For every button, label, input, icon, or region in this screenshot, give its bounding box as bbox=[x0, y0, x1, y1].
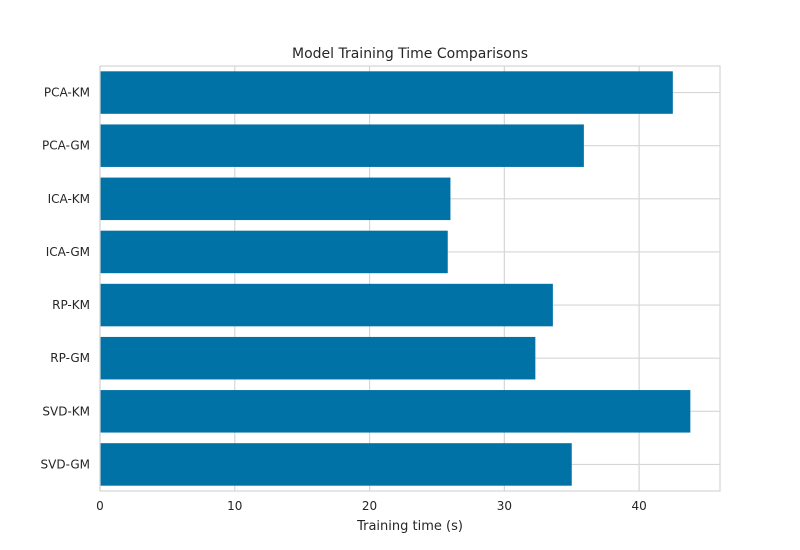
y-tick-label: RP-GM bbox=[50, 351, 90, 365]
bar-rp-km bbox=[100, 283, 553, 327]
bar-ica-km bbox=[100, 177, 451, 221]
bars bbox=[100, 71, 691, 486]
x-tick-label: 0 bbox=[96, 499, 104, 513]
y-tick-label: PCA-GM bbox=[42, 139, 90, 153]
bar-svd-km bbox=[100, 390, 691, 433]
plot-frame bbox=[99, 65, 721, 492]
bar-svd-gm bbox=[100, 443, 572, 486]
x-tick-labels: 0 10 20 30 40 bbox=[96, 499, 647, 513]
chart-title: Model Training Time Comparisons bbox=[292, 46, 528, 62]
y-tick-label: PCA-KM bbox=[44, 86, 90, 100]
y-tick-labels: PCA-KM PCA-GM ICA-KM ICA-GM RP-KM RP-GM SVD-KM… bbox=[41, 86, 91, 472]
bar-rp-gm bbox=[100, 336, 536, 380]
x-tick-label: 10 bbox=[227, 499, 242, 513]
y-tick-label: ICA-KM bbox=[48, 192, 90, 206]
y-tick-label: RP-KM bbox=[52, 298, 90, 312]
y-tick-label: SVD-KM bbox=[42, 404, 90, 418]
x-tick-label: 30 bbox=[497, 499, 512, 513]
x-tick-label: 20 bbox=[362, 499, 377, 513]
x-axis-label: Training time (s) bbox=[356, 519, 463, 534]
bar-pca-gm bbox=[100, 124, 584, 167]
bar-pca-km bbox=[100, 71, 673, 114]
x-tick-label: 40 bbox=[631, 499, 646, 513]
y-tick-label: ICA-GM bbox=[46, 245, 90, 259]
y-tick-label: SVD-GM bbox=[41, 457, 91, 471]
bar-ica-gm bbox=[100, 230, 448, 274]
